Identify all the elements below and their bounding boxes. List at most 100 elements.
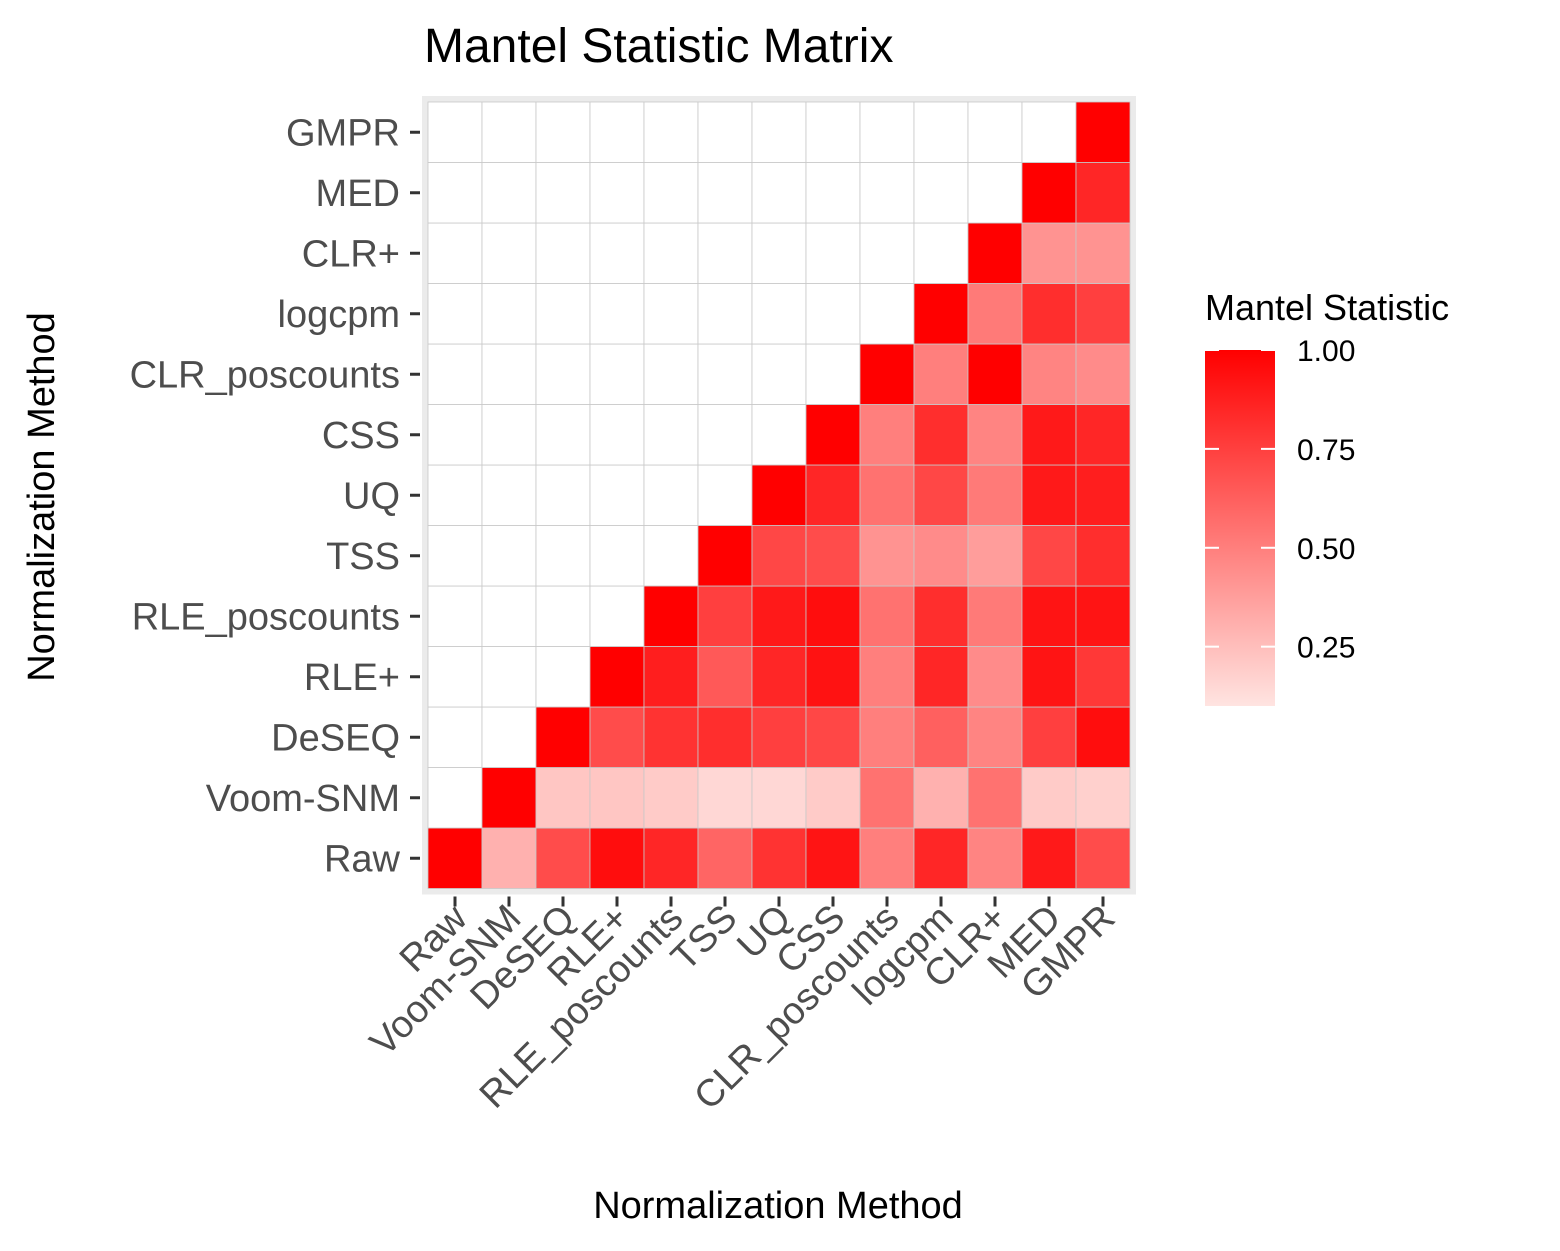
heatmap-cell: [589, 222, 645, 284]
y-tick-label: CLR_poscounts: [130, 354, 400, 396]
heatmap-cell: [427, 222, 483, 284]
heatmap-cell: [859, 162, 915, 224]
heatmap-cell: [913, 767, 969, 829]
heatmap-cell: [1075, 283, 1131, 345]
heatmap-cell: [805, 646, 861, 708]
heatmap-cell: [1021, 525, 1077, 587]
heatmap-cell: [913, 646, 969, 708]
heatmap-cell: [805, 101, 861, 163]
heatmap-cell: [535, 525, 591, 587]
y-axis: Raw Voom-SNM DeSEQ RLE+ RLE_poscounts TSS UQ CS…: [130, 112, 420, 880]
heatmap-cell: [481, 404, 537, 466]
heatmap-cell: [913, 706, 969, 768]
heatmap-cell: [697, 706, 753, 768]
heatmap-cell: [481, 827, 537, 889]
heatmap-cell: [1075, 585, 1131, 647]
heatmap-cell: [1021, 706, 1077, 768]
heatmap-cell: [1075, 464, 1131, 526]
heatmap-cell: [697, 525, 753, 587]
heatmap-cell: [427, 827, 483, 889]
heatmap-cell: [859, 101, 915, 163]
heatmap-cell: [805, 525, 861, 587]
heatmap-cell: [697, 767, 753, 829]
heatmap-cell: [859, 222, 915, 284]
heatmap-cell: [427, 646, 483, 708]
heatmap-cell: [589, 706, 645, 768]
heatmap-cell: [859, 827, 915, 889]
heatmap-cell: [643, 525, 699, 587]
legend: Mantel Statistic 1.00 0.75 0.50 0.25: [1205, 287, 1449, 706]
heatmap-cell: [643, 222, 699, 284]
y-tick-label: Raw: [324, 838, 401, 880]
heatmap-cell: [967, 343, 1023, 405]
heatmap-cell: [427, 404, 483, 466]
heatmap-cell: [859, 404, 915, 466]
heatmap-cell: [913, 101, 969, 163]
heatmap-cell: [751, 767, 807, 829]
heatmap-cell: [967, 283, 1023, 345]
heatmap-cell: [535, 585, 591, 647]
legend-colorbar: [1205, 350, 1275, 706]
heatmap-cell: [427, 525, 483, 587]
heatmap-cell: [643, 343, 699, 405]
heatmap-cell: [1021, 343, 1077, 405]
legend-label: 1.00: [1297, 335, 1355, 368]
heatmap-cell: [481, 767, 537, 829]
heatmap-cell: [481, 706, 537, 768]
heatmap-cell: [481, 101, 537, 163]
heatmap-cell: [535, 767, 591, 829]
heatmap-cell: [913, 585, 969, 647]
heatmap-cell: [913, 283, 969, 345]
heatmap-cell: [967, 827, 1023, 889]
heatmap-cell: [697, 464, 753, 526]
y-tick-label: RLE+: [304, 657, 400, 699]
heatmap-cell: [589, 464, 645, 526]
heatmap-cell: [967, 646, 1023, 708]
heatmap-cell: [535, 464, 591, 526]
heatmap-cell: [427, 464, 483, 526]
y-tick-label: TSS: [326, 536, 400, 578]
y-tick-label: CLR+: [302, 233, 400, 275]
heatmap-cell: [751, 464, 807, 526]
heatmap-cell: [751, 646, 807, 708]
heatmap-cell: [427, 283, 483, 345]
heatmap-cell: [1021, 767, 1077, 829]
heatmap-cell: [1075, 101, 1131, 163]
heatmap-cell: [589, 343, 645, 405]
heatmap-cell: [1075, 404, 1131, 466]
heatmap-cell: [697, 162, 753, 224]
heatmap-cell: [535, 222, 591, 284]
y-axis-title: Normalization Method: [21, 312, 63, 682]
heatmap-cell: [427, 101, 483, 163]
heatmap-cell: [913, 827, 969, 889]
heatmap-cell: [643, 162, 699, 224]
heatmap-cell: [913, 525, 969, 587]
heatmap-cell: [967, 767, 1023, 829]
heatmap-cell: [643, 101, 699, 163]
heatmap-cell: [643, 706, 699, 768]
x-axis-title: Normalization Method: [593, 1185, 963, 1227]
y-tick-label: RLE_poscounts: [132, 596, 400, 638]
heatmap-cell: [1075, 827, 1131, 889]
heatmap-cell: [1021, 464, 1077, 526]
heatmap-cell: [751, 283, 807, 345]
heatmap-cell: [751, 404, 807, 466]
heatmap-cell: [535, 827, 591, 889]
heatmap-cell: [535, 646, 591, 708]
heatmap-cell: [751, 706, 807, 768]
heatmap-cell: [1021, 585, 1077, 647]
heatmap-cell: [589, 162, 645, 224]
heatmap-cell: [751, 585, 807, 647]
heatmap-cell: [535, 343, 591, 405]
heatmap-cell: [751, 101, 807, 163]
heatmap-cell: [481, 222, 537, 284]
heatmap-cell: [589, 585, 645, 647]
heatmap-cell: [859, 706, 915, 768]
heatmap-cell: [481, 585, 537, 647]
heatmap-cell: [805, 827, 861, 889]
heatmap-cell: [697, 827, 753, 889]
heatmap-cell: [805, 343, 861, 405]
heatmap-cell: [913, 464, 969, 526]
heatmap-cell: [967, 404, 1023, 466]
heatmap-cell: [1075, 767, 1131, 829]
